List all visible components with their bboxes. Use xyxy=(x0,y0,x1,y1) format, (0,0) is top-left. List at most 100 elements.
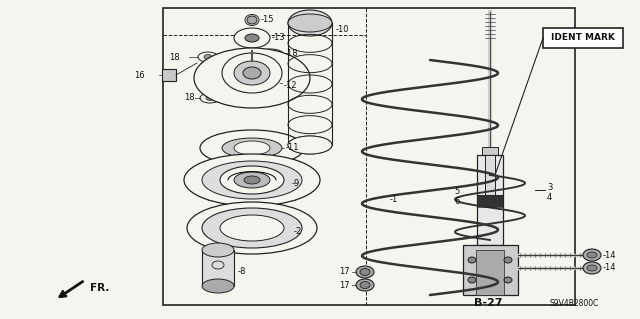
Ellipse shape xyxy=(234,141,270,155)
Ellipse shape xyxy=(288,10,332,36)
Text: -14: -14 xyxy=(603,250,616,259)
Text: -12: -12 xyxy=(284,81,298,91)
Ellipse shape xyxy=(266,52,276,58)
Ellipse shape xyxy=(241,202,251,208)
Ellipse shape xyxy=(241,132,249,137)
Ellipse shape xyxy=(300,234,310,240)
Ellipse shape xyxy=(202,208,302,248)
Text: 18: 18 xyxy=(184,93,195,102)
Ellipse shape xyxy=(268,133,276,138)
Bar xyxy=(477,155,503,245)
Ellipse shape xyxy=(227,247,237,253)
Ellipse shape xyxy=(202,243,234,257)
Ellipse shape xyxy=(282,207,292,213)
Ellipse shape xyxy=(270,246,280,252)
Ellipse shape xyxy=(288,136,332,154)
Text: 6: 6 xyxy=(454,197,460,206)
Ellipse shape xyxy=(255,132,263,137)
Ellipse shape xyxy=(504,277,512,283)
Ellipse shape xyxy=(360,269,370,276)
Text: -10: -10 xyxy=(336,26,349,34)
Ellipse shape xyxy=(202,279,234,293)
Ellipse shape xyxy=(200,93,220,103)
Ellipse shape xyxy=(211,150,218,155)
Text: 5: 5 xyxy=(455,188,460,197)
Ellipse shape xyxy=(184,154,320,206)
Ellipse shape xyxy=(228,158,236,163)
Text: IDENT MARK: IDENT MARK xyxy=(551,33,615,42)
Ellipse shape xyxy=(300,17,320,29)
Ellipse shape xyxy=(193,218,203,224)
Ellipse shape xyxy=(220,215,284,241)
Ellipse shape xyxy=(304,225,314,231)
Ellipse shape xyxy=(587,252,597,258)
Ellipse shape xyxy=(187,202,317,254)
Text: FR.: FR. xyxy=(90,283,109,293)
Ellipse shape xyxy=(278,137,287,142)
Ellipse shape xyxy=(204,210,213,216)
Ellipse shape xyxy=(258,49,284,61)
Text: -1: -1 xyxy=(390,196,398,204)
Bar xyxy=(543,28,623,48)
Bar xyxy=(162,69,176,81)
Text: -2: -2 xyxy=(294,227,302,236)
Ellipse shape xyxy=(244,176,260,184)
Ellipse shape xyxy=(234,61,270,85)
Ellipse shape xyxy=(243,67,261,79)
Ellipse shape xyxy=(278,154,287,160)
Ellipse shape xyxy=(504,257,512,263)
Bar xyxy=(476,250,504,295)
Ellipse shape xyxy=(241,159,249,164)
Text: 4: 4 xyxy=(547,192,552,202)
Ellipse shape xyxy=(587,265,597,271)
Text: 3: 3 xyxy=(547,183,552,192)
Text: -14: -14 xyxy=(603,263,616,272)
Ellipse shape xyxy=(249,248,259,254)
Ellipse shape xyxy=(356,279,374,291)
Ellipse shape xyxy=(245,34,259,42)
Text: -11: -11 xyxy=(286,144,300,152)
Ellipse shape xyxy=(255,159,263,164)
Ellipse shape xyxy=(222,53,282,93)
Ellipse shape xyxy=(583,249,601,261)
Ellipse shape xyxy=(285,150,294,155)
Ellipse shape xyxy=(204,55,212,60)
Ellipse shape xyxy=(206,95,214,100)
Ellipse shape xyxy=(190,226,200,233)
Ellipse shape xyxy=(222,138,282,158)
Ellipse shape xyxy=(262,203,273,209)
Ellipse shape xyxy=(198,52,218,62)
Text: -15: -15 xyxy=(261,16,275,25)
Ellipse shape xyxy=(218,137,225,142)
Ellipse shape xyxy=(211,141,218,146)
Ellipse shape xyxy=(356,266,374,278)
Text: 18: 18 xyxy=(170,53,180,62)
Ellipse shape xyxy=(468,277,476,283)
Ellipse shape xyxy=(228,133,236,138)
Ellipse shape xyxy=(296,213,307,219)
Ellipse shape xyxy=(220,166,284,194)
Text: -13: -13 xyxy=(272,33,285,42)
Ellipse shape xyxy=(234,172,270,188)
Ellipse shape xyxy=(200,130,304,166)
Ellipse shape xyxy=(218,154,225,160)
Ellipse shape xyxy=(288,241,298,247)
Bar xyxy=(482,147,498,155)
Bar xyxy=(163,8,575,305)
Ellipse shape xyxy=(285,141,294,146)
Ellipse shape xyxy=(208,145,216,151)
Ellipse shape xyxy=(194,48,310,108)
Ellipse shape xyxy=(268,158,276,163)
Text: 16: 16 xyxy=(134,70,145,79)
Text: -8: -8 xyxy=(238,268,246,277)
Ellipse shape xyxy=(288,145,296,151)
Ellipse shape xyxy=(288,14,332,32)
Text: -18: -18 xyxy=(285,48,299,57)
Ellipse shape xyxy=(196,235,206,241)
Bar xyxy=(463,245,518,295)
Text: B-27: B-27 xyxy=(474,298,502,308)
Ellipse shape xyxy=(220,205,230,211)
Text: -9: -9 xyxy=(292,180,300,189)
Ellipse shape xyxy=(303,222,314,228)
Bar xyxy=(477,195,503,207)
